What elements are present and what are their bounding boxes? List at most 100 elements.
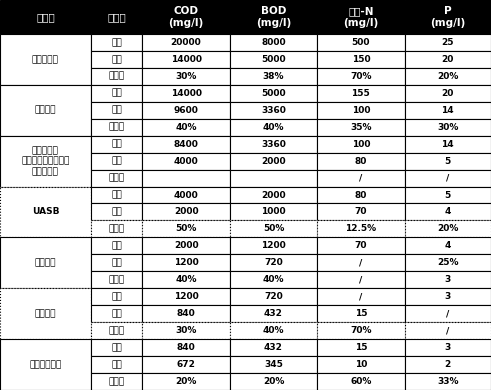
Text: 30%: 30% — [437, 123, 459, 132]
Text: 30%: 30% — [175, 72, 197, 81]
Bar — [0, 238, 91, 288]
Bar — [142, 68, 230, 85]
Text: 14000: 14000 — [170, 89, 202, 98]
Bar — [142, 322, 230, 339]
Text: 4000: 4000 — [174, 157, 198, 166]
Text: 8400: 8400 — [174, 140, 198, 149]
Text: 9600: 9600 — [174, 106, 198, 115]
Text: 去除率: 去除率 — [109, 377, 125, 386]
Text: 去除率: 去除率 — [109, 123, 125, 132]
Bar — [230, 102, 317, 119]
Text: 720: 720 — [264, 292, 283, 301]
Text: 70%: 70% — [350, 326, 372, 335]
Bar — [0, 339, 91, 390]
Text: 4: 4 — [445, 241, 451, 250]
Text: 进水: 进水 — [111, 292, 122, 301]
Text: 8000: 8000 — [261, 38, 286, 47]
Bar — [230, 373, 317, 390]
Text: /: / — [359, 275, 362, 284]
Bar — [0, 0, 91, 34]
Text: 155: 155 — [352, 89, 370, 98]
Text: 3360: 3360 — [261, 140, 286, 149]
Bar — [142, 0, 230, 34]
Bar — [405, 0, 491, 34]
Text: 20%: 20% — [175, 377, 197, 386]
Text: 840: 840 — [177, 309, 195, 318]
Text: 70%: 70% — [350, 72, 372, 81]
Bar — [405, 238, 491, 254]
Text: 铁碳氧化: 铁碳氧化 — [35, 309, 56, 318]
Bar — [91, 373, 142, 390]
Bar — [230, 339, 317, 356]
Text: 100: 100 — [352, 140, 370, 149]
Text: 15: 15 — [355, 309, 367, 318]
Text: 80: 80 — [355, 190, 367, 200]
Text: 2000: 2000 — [261, 190, 286, 200]
Bar — [91, 102, 142, 119]
Text: 1200: 1200 — [174, 258, 198, 267]
Bar — [142, 170, 230, 186]
Bar — [317, 0, 405, 34]
Text: 进水: 进水 — [111, 343, 122, 352]
Text: 20%: 20% — [263, 377, 284, 386]
Bar — [317, 136, 405, 152]
Bar — [0, 186, 91, 238]
Text: 14: 14 — [441, 106, 454, 115]
Bar — [405, 204, 491, 220]
Bar — [230, 34, 317, 51]
Bar — [91, 254, 142, 271]
Bar — [91, 186, 142, 204]
Bar — [142, 271, 230, 288]
Bar — [142, 119, 230, 136]
Text: 3360: 3360 — [261, 106, 286, 115]
Bar — [91, 136, 142, 152]
Bar — [230, 356, 317, 373]
Text: /: / — [359, 258, 362, 267]
Bar — [230, 85, 317, 102]
Bar — [230, 238, 317, 254]
Text: 25%: 25% — [437, 258, 459, 267]
Text: 进出水: 进出水 — [107, 12, 126, 22]
Bar — [230, 271, 317, 288]
Bar — [317, 238, 405, 254]
Text: 25: 25 — [441, 38, 454, 47]
Text: 432: 432 — [264, 309, 283, 318]
Bar — [91, 119, 142, 136]
Text: 35%: 35% — [350, 123, 372, 132]
Bar — [230, 170, 317, 186]
Text: 38%: 38% — [263, 72, 284, 81]
Bar — [317, 119, 405, 136]
Text: 432: 432 — [264, 343, 283, 352]
Text: 兼氧水解: 兼氧水解 — [35, 258, 56, 267]
Text: 1000: 1000 — [261, 207, 286, 216]
Bar — [142, 305, 230, 322]
Bar — [405, 119, 491, 136]
Text: 14: 14 — [441, 140, 454, 149]
Bar — [405, 373, 491, 390]
Bar — [91, 271, 142, 288]
Text: 进水: 进水 — [111, 38, 122, 47]
Text: 33%: 33% — [437, 377, 459, 386]
Bar — [0, 34, 91, 85]
Text: 出水: 出水 — [111, 55, 122, 64]
Text: 3: 3 — [445, 343, 451, 352]
Bar — [317, 186, 405, 204]
Bar — [91, 51, 142, 68]
Bar — [230, 204, 317, 220]
Bar — [405, 102, 491, 119]
Bar — [91, 0, 142, 34]
Text: 40%: 40% — [175, 275, 197, 284]
Text: BOD
(mg/l): BOD (mg/l) — [256, 6, 291, 28]
Bar — [91, 322, 142, 339]
Bar — [91, 85, 142, 102]
Bar — [142, 85, 230, 102]
Text: 进水: 进水 — [111, 140, 122, 149]
Text: 出水: 出水 — [111, 157, 122, 166]
Bar — [230, 68, 317, 85]
Text: 去除率: 去除率 — [109, 326, 125, 335]
Bar — [405, 186, 491, 204]
Text: 20%: 20% — [437, 72, 459, 81]
Text: 60%: 60% — [350, 377, 372, 386]
Bar — [317, 322, 405, 339]
Text: 20%: 20% — [437, 224, 459, 233]
